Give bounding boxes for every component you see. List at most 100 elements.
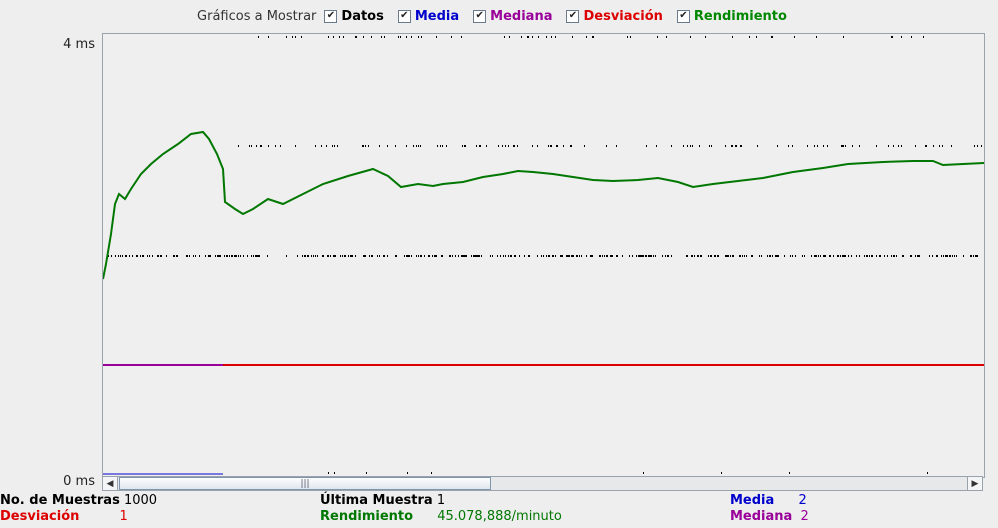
data-point (158, 255, 159, 257)
scroll-right-button[interactable]: ▶ (967, 477, 982, 490)
data-point (364, 255, 365, 257)
data-point (528, 36, 529, 38)
data-point (340, 255, 341, 257)
data-point (721, 472, 722, 474)
legend-title: Gráficos a Mostrar (197, 8, 317, 24)
data-point (505, 255, 506, 257)
data-point (867, 255, 868, 257)
data-point (384, 36, 385, 38)
legend-media[interactable]: ✔ Media (397, 9, 459, 24)
data-point (691, 255, 692, 257)
checkbox-datos[interactable]: ✔ (324, 9, 338, 23)
data-point (532, 145, 533, 147)
data-point (817, 145, 818, 147)
data-point (824, 255, 825, 257)
data-point (683, 145, 684, 147)
data-point (546, 36, 547, 38)
data-point (339, 36, 340, 38)
horizontal-scrollbar[interactable]: ◀ ||| ▶ (102, 476, 983, 491)
data-point (479, 255, 480, 257)
data-point (918, 255, 919, 257)
data-point (757, 145, 758, 147)
data-point (486, 145, 487, 147)
data-point (761, 255, 762, 257)
data-point (851, 255, 852, 257)
last-sample-stat: Última Muestra 1 (320, 493, 445, 508)
data-point (648, 255, 649, 257)
data-point (147, 255, 148, 257)
data-point (527, 36, 528, 38)
data-point (945, 255, 946, 257)
data-point (705, 36, 706, 38)
data-point (301, 36, 302, 38)
data-point (792, 145, 793, 147)
data-point (653, 255, 654, 257)
checkbox-desviacion[interactable]: ✔ (566, 9, 580, 23)
data-point (537, 145, 538, 147)
data-point (521, 36, 522, 38)
data-point (177, 255, 178, 257)
data-point (642, 255, 643, 257)
data-point (656, 145, 657, 147)
checkbox-media[interactable]: ✔ (397, 9, 411, 23)
data-point (845, 145, 846, 147)
data-point (195, 255, 196, 257)
data-point (400, 36, 401, 38)
data-point (111, 255, 112, 257)
data-point (651, 255, 652, 257)
checkbox-mediana[interactable]: ✔ (473, 9, 487, 23)
data-point (788, 145, 789, 147)
data-point (517, 145, 518, 147)
data-point (714, 255, 715, 257)
data-point (617, 255, 618, 257)
checkbox-rendimiento[interactable]: ✔ (676, 9, 690, 23)
data-point (662, 255, 663, 257)
data-point (466, 255, 467, 257)
data-point (502, 145, 503, 147)
data-point (471, 255, 472, 257)
data-point (814, 145, 815, 147)
legend-datos[interactable]: ✔ Datos (324, 9, 384, 24)
data-point (657, 36, 658, 38)
data-point (838, 255, 839, 257)
data-point (157, 255, 158, 257)
data-point (355, 36, 356, 38)
data-point (795, 255, 796, 257)
data-point (759, 255, 760, 257)
data-point (942, 145, 943, 147)
scroll-thumb[interactable]: ||| (119, 477, 491, 490)
data-point (476, 145, 477, 147)
data-point (475, 255, 476, 257)
median-stat: Mediana 2 (730, 509, 809, 524)
data-point (572, 255, 573, 257)
data-point (372, 255, 373, 257)
data-point (441, 255, 442, 257)
data-point (775, 255, 776, 257)
data-point (933, 145, 934, 147)
legend-mediana[interactable]: ✔ Mediana (473, 9, 552, 24)
data-point (893, 145, 894, 147)
data-point (604, 255, 605, 257)
data-point (717, 255, 718, 257)
legend-rendimiento[interactable]: ✔ Rendimiento (676, 9, 787, 24)
data-point (739, 255, 740, 257)
scroll-left-button[interactable]: ◀ (103, 477, 118, 490)
legend-desviacion[interactable]: ✔ Desviación (566, 9, 663, 24)
data-point (226, 255, 227, 257)
data-point (611, 255, 612, 257)
data-point (776, 255, 777, 257)
data-point (866, 255, 867, 257)
data-point (581, 255, 582, 257)
data-point (238, 145, 239, 147)
data-point (481, 255, 482, 257)
data-point (379, 145, 380, 147)
data-point (771, 36, 772, 38)
data-point (220, 255, 221, 257)
data-point (406, 145, 407, 147)
data-points (107, 36, 982, 474)
data-point (947, 255, 948, 257)
data-point (943, 255, 944, 257)
data-point (970, 255, 971, 257)
median-label: Mediana (730, 509, 793, 524)
data-point (741, 145, 742, 147)
